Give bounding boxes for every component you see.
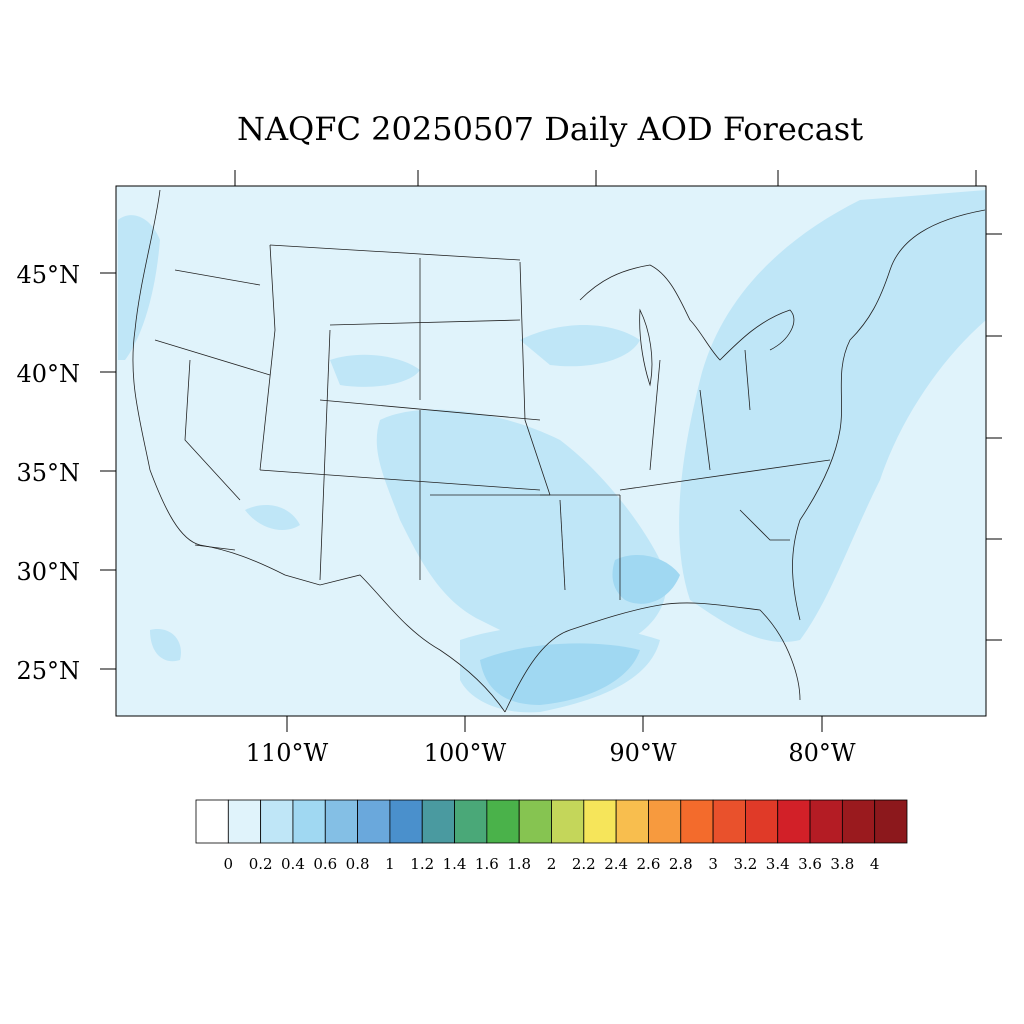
right-ticks (986, 233, 1002, 641)
lon-label-110: 110°W (246, 739, 329, 767)
colorbar-swatch (583, 799, 617, 844)
colorbar-tick-label: 2.8 (669, 855, 693, 873)
colorbar-tick-label: 1 (385, 855, 395, 873)
colorbar-swatch (260, 799, 294, 844)
coastline-and-borders (132, 189, 986, 713)
aod-patches-medium (480, 555, 680, 705)
map-frame (115, 185, 987, 717)
colorbar-tick-label: 3 (708, 855, 718, 873)
lon-label-90: 90°W (609, 739, 677, 767)
colorbar-swatch (518, 799, 552, 844)
top-ticks (234, 170, 977, 186)
left-ticks (100, 272, 116, 670)
colorbar-swatch (809, 799, 843, 844)
colorbar-tick-label: 0 (224, 855, 234, 873)
colorbar-tick-label: 2 (547, 855, 557, 873)
colorbar-tick-label: 3.8 (830, 855, 854, 873)
colorbar-tick-label: 0.4 (281, 855, 305, 873)
colorbar-swatch (389, 799, 423, 844)
lat-label-30: 30°N (16, 558, 80, 586)
colorbar-swatch (486, 799, 520, 844)
colorbar-swatch (841, 799, 876, 844)
colorbar-tick-label: 2.6 (637, 855, 661, 873)
colorbar-tick-label: 1.6 (475, 855, 499, 873)
lon-label-100: 100°W (424, 739, 507, 767)
colorbar-swatch (357, 799, 391, 844)
colorbar-swatch (551, 799, 585, 844)
colorbar-swatch (680, 799, 714, 844)
colorbar-swatch (324, 799, 358, 844)
bottom-ticks (286, 716, 823, 732)
colorbar-tick-label: 0.6 (313, 855, 337, 873)
colorbar-tick-label: 0.2 (249, 855, 273, 873)
colorbar-tick-label: 3.2 (733, 855, 757, 873)
colorbar-tick-label: 4 (870, 855, 880, 873)
lat-label-45: 45°N (16, 261, 80, 289)
colorbar (195, 799, 908, 844)
map-title: NAQFC 20250507 Daily AOD Forecast (236, 110, 864, 148)
colorbar-swatch (615, 799, 649, 844)
colorbar-swatch (648, 799, 682, 844)
colorbar-tick-label: 1.8 (507, 855, 531, 873)
colorbar-swatch (712, 799, 746, 844)
colorbar-swatch (421, 799, 455, 844)
colorbar-swatch (874, 799, 908, 844)
colorbar-tick-label: 1.4 (443, 855, 467, 873)
colorbar-tick-label: 2.2 (572, 855, 596, 873)
lat-label-25: 25°N (16, 657, 80, 685)
lat-label-35: 35°N (16, 459, 80, 487)
colorbar-tick-label: 3.6 (798, 855, 822, 873)
lat-label-40: 40°N (16, 360, 80, 388)
colorbar-swatch (777, 799, 811, 844)
colorbar-tick-label: 0.8 (346, 855, 370, 873)
colorbar-swatch (745, 799, 779, 844)
colorbar-swatch (195, 799, 229, 844)
colorbar-tick-label: 2.4 (604, 855, 628, 873)
colorbar-labels: 0 0.2 0.4 0.6 0.8 1 1.2 1.4 1.6 1.8 2 2.2 2.4 2.6 2.8 3… (224, 855, 880, 873)
colorbar-swatch (227, 799, 262, 844)
colorbar-swatch (292, 799, 326, 844)
colorbar-tick-label: 3.4 (766, 855, 790, 873)
lon-label-80: 80°W (788, 739, 856, 767)
colorbar-tick-label: 1.2 (410, 855, 434, 873)
colorbar-swatch (454, 799, 488, 844)
